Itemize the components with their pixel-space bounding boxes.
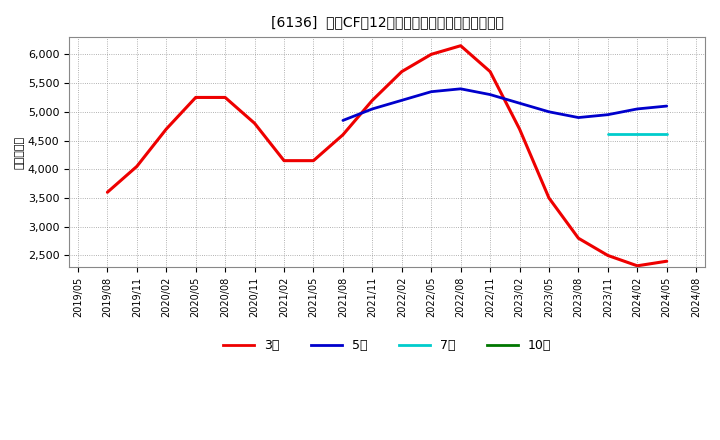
3年	[662, 259, 671, 264]
3年	[397, 69, 406, 74]
5年	[544, 109, 553, 114]
3年	[251, 121, 259, 126]
5年	[456, 86, 465, 92]
5年	[368, 106, 377, 112]
5年	[516, 101, 524, 106]
5年	[633, 106, 642, 112]
5年	[397, 98, 406, 103]
3年	[309, 158, 318, 163]
3年	[544, 195, 553, 201]
3年	[103, 190, 112, 195]
7年	[603, 131, 612, 136]
Y-axis label: （百万円）: （百万円）	[15, 136, 25, 169]
3年	[633, 263, 642, 268]
Line: 5年: 5年	[343, 89, 667, 121]
3年	[486, 69, 495, 74]
3年	[368, 98, 377, 103]
3年	[456, 43, 465, 48]
3年	[221, 95, 230, 100]
Line: 3年: 3年	[107, 46, 667, 266]
5年	[486, 92, 495, 97]
5年	[427, 89, 436, 94]
3年	[516, 126, 524, 132]
5年	[603, 112, 612, 117]
Legend: 3年, 5年, 7年, 10年: 3年, 5年, 7年, 10年	[218, 334, 557, 357]
3年	[574, 235, 582, 241]
3年	[162, 126, 171, 132]
3年	[603, 253, 612, 258]
5年	[338, 118, 347, 123]
7年	[662, 131, 671, 136]
Title: [6136]  投賄CFの12か月移動合計の標準偏差の推移: [6136] 投賄CFの12か月移動合計の標準偏差の推移	[271, 15, 503, 29]
3年	[427, 52, 436, 57]
3年	[338, 132, 347, 137]
5年	[662, 103, 671, 109]
3年	[279, 158, 288, 163]
3年	[192, 95, 200, 100]
5年	[574, 115, 582, 120]
3年	[132, 164, 141, 169]
